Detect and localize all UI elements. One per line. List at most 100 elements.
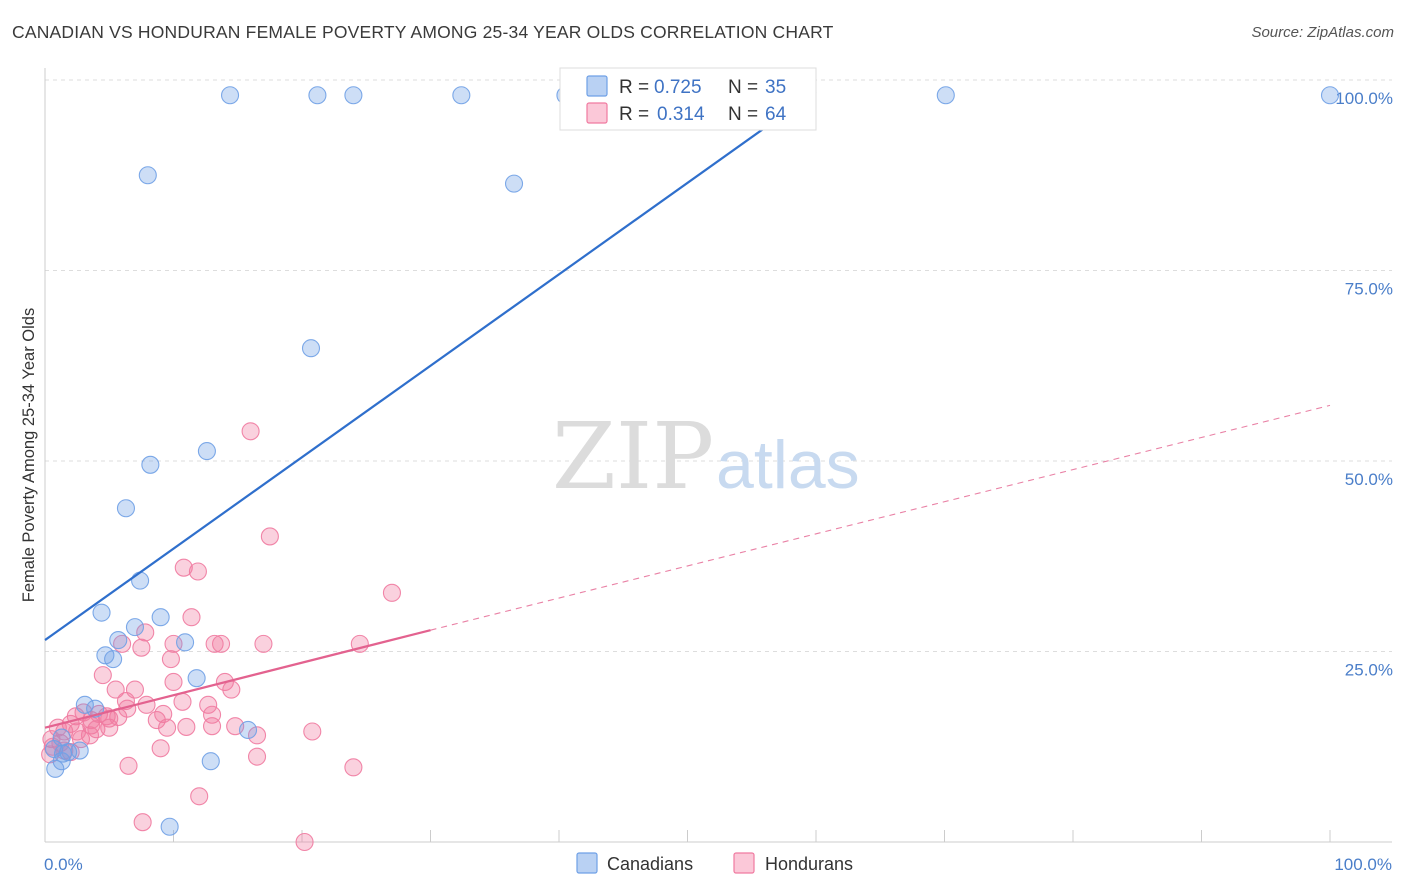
canadian-point — [75, 695, 94, 714]
legend-n-value-canadians: 35 — [765, 77, 786, 98]
legend-swatch-canadians — [586, 75, 608, 97]
canadian-point — [176, 633, 195, 652]
honduran-point — [211, 634, 231, 653]
legend-r-label-hondurans: R = — [619, 104, 649, 125]
canadian-point — [1320, 86, 1340, 105]
honduran-point — [93, 666, 112, 685]
trend-lines — [44, 90, 1331, 729]
legend-r-label-canadians: R = — [619, 77, 649, 98]
canadian-point — [220, 86, 240, 105]
canadian-point — [46, 759, 65, 778]
canadian-point — [131, 571, 150, 590]
canadians-trend-line — [44, 90, 817, 641]
y-tick-label: 50.0% — [1345, 470, 1393, 489]
honduran-point — [158, 718, 177, 737]
honduran-point — [133, 813, 152, 832]
canadian-point — [344, 86, 363, 105]
honduran-point — [199, 695, 218, 714]
canadian-point — [308, 86, 327, 105]
legend-swatch-hondurans — [586, 102, 608, 124]
canadian-point — [504, 174, 524, 193]
canadian-point — [936, 86, 955, 105]
honduran-point — [151, 739, 170, 758]
hondurans-trend-extension — [430, 404, 1331, 631]
honduran-point — [382, 583, 402, 602]
axes — [44, 68, 1392, 843]
honduran-point — [247, 726, 267, 745]
canadian-point — [104, 650, 123, 669]
grid-lines — [45, 79, 1392, 652]
hondurans-points — [41, 422, 402, 852]
bottom-legend: Canadians Hondurans — [576, 852, 853, 874]
canadian-point — [238, 720, 258, 740]
canadian-point — [197, 442, 216, 461]
honduran-point — [137, 695, 156, 714]
honduran-point — [247, 747, 267, 766]
y-tick-label: 100.0% — [1335, 89, 1393, 108]
canadian-point — [201, 752, 220, 771]
canadian-point — [160, 817, 179, 836]
honduran-point — [119, 756, 138, 775]
bottom-legend-label-hondurans: Hondurans — [765, 854, 853, 874]
honduran-point — [164, 672, 183, 692]
canadian-point — [116, 499, 136, 518]
source-credit: Source: ZipAtlas.com — [1251, 24, 1394, 41]
honduran-point — [100, 718, 119, 737]
x-ticks — [173, 830, 1331, 842]
watermark-zip: ZIP — [552, 403, 714, 510]
canadian-point — [52, 752, 71, 771]
canadian-point — [301, 339, 321, 358]
honduran-point — [241, 422, 260, 441]
legend-n-value-hondurans: 64 — [765, 104, 787, 125]
hondurans-trend-line — [44, 629, 431, 729]
honduran-point — [161, 650, 180, 669]
y-axis-label: Female Poverty Among 25-34 Year Olds — [20, 308, 38, 602]
honduran-point — [222, 680, 241, 699]
bottom-legend-swatch-hondurans — [733, 852, 755, 874]
honduran-point — [71, 730, 91, 749]
honduran-point — [190, 787, 209, 806]
watermark: ZIP atlas — [552, 403, 860, 510]
bottom-legend-label-canadians: Canadians — [607, 854, 693, 874]
honduran-point — [106, 680, 125, 699]
canadian-point — [53, 744, 73, 763]
canadian-point — [125, 618, 144, 637]
honduran-point — [205, 634, 224, 653]
honduran-point — [177, 717, 196, 736]
x-tick-label-max: 100.0% — [1334, 855, 1392, 874]
bottom-legend-swatch-canadians — [576, 852, 598, 874]
canadian-point — [92, 603, 111, 622]
honduran-point — [136, 623, 155, 642]
honduran-point — [100, 709, 119, 728]
honduran-point — [164, 634, 183, 653]
honduran-point — [188, 562, 207, 581]
chart-title: CANADIAN VS HONDURAN FEMALE POVERTY AMON… — [12, 22, 834, 42]
canadian-point — [452, 86, 471, 105]
canadian-point — [141, 455, 160, 474]
legend-n-label-canadians: N = — [728, 77, 758, 98]
legend-n-label-hondurans: N = — [728, 104, 758, 125]
honduran-point — [303, 722, 322, 741]
watermark-atlas: atlas — [716, 427, 860, 503]
honduran-point — [344, 758, 363, 777]
honduran-point — [260, 527, 279, 546]
honduran-point — [173, 692, 192, 711]
y-tick-label: 75.0% — [1345, 280, 1393, 299]
canadian-point — [151, 608, 170, 627]
canadian-point — [187, 669, 206, 688]
canadian-point — [138, 166, 157, 185]
x-tick-label-min: 0.0% — [44, 855, 83, 874]
legend-box: R = 0.725 N = 35 R = 0.314 N = 64 — [559, 67, 817, 131]
honduran-point — [182, 608, 201, 627]
legend-r-value-canadians: 0.725 — [654, 77, 702, 98]
honduran-point — [295, 832, 314, 852]
legend-r-value-hondurans: 0.314 — [657, 104, 705, 125]
honduran-point — [132, 638, 151, 657]
y-tick-labels: 25.0% 50.0% 75.0% 100.0% — [1335, 89, 1393, 680]
honduran-point — [154, 704, 173, 724]
y-tick-label: 25.0% — [1345, 661, 1393, 680]
honduran-point — [254, 634, 273, 653]
honduran-point — [203, 717, 222, 736]
